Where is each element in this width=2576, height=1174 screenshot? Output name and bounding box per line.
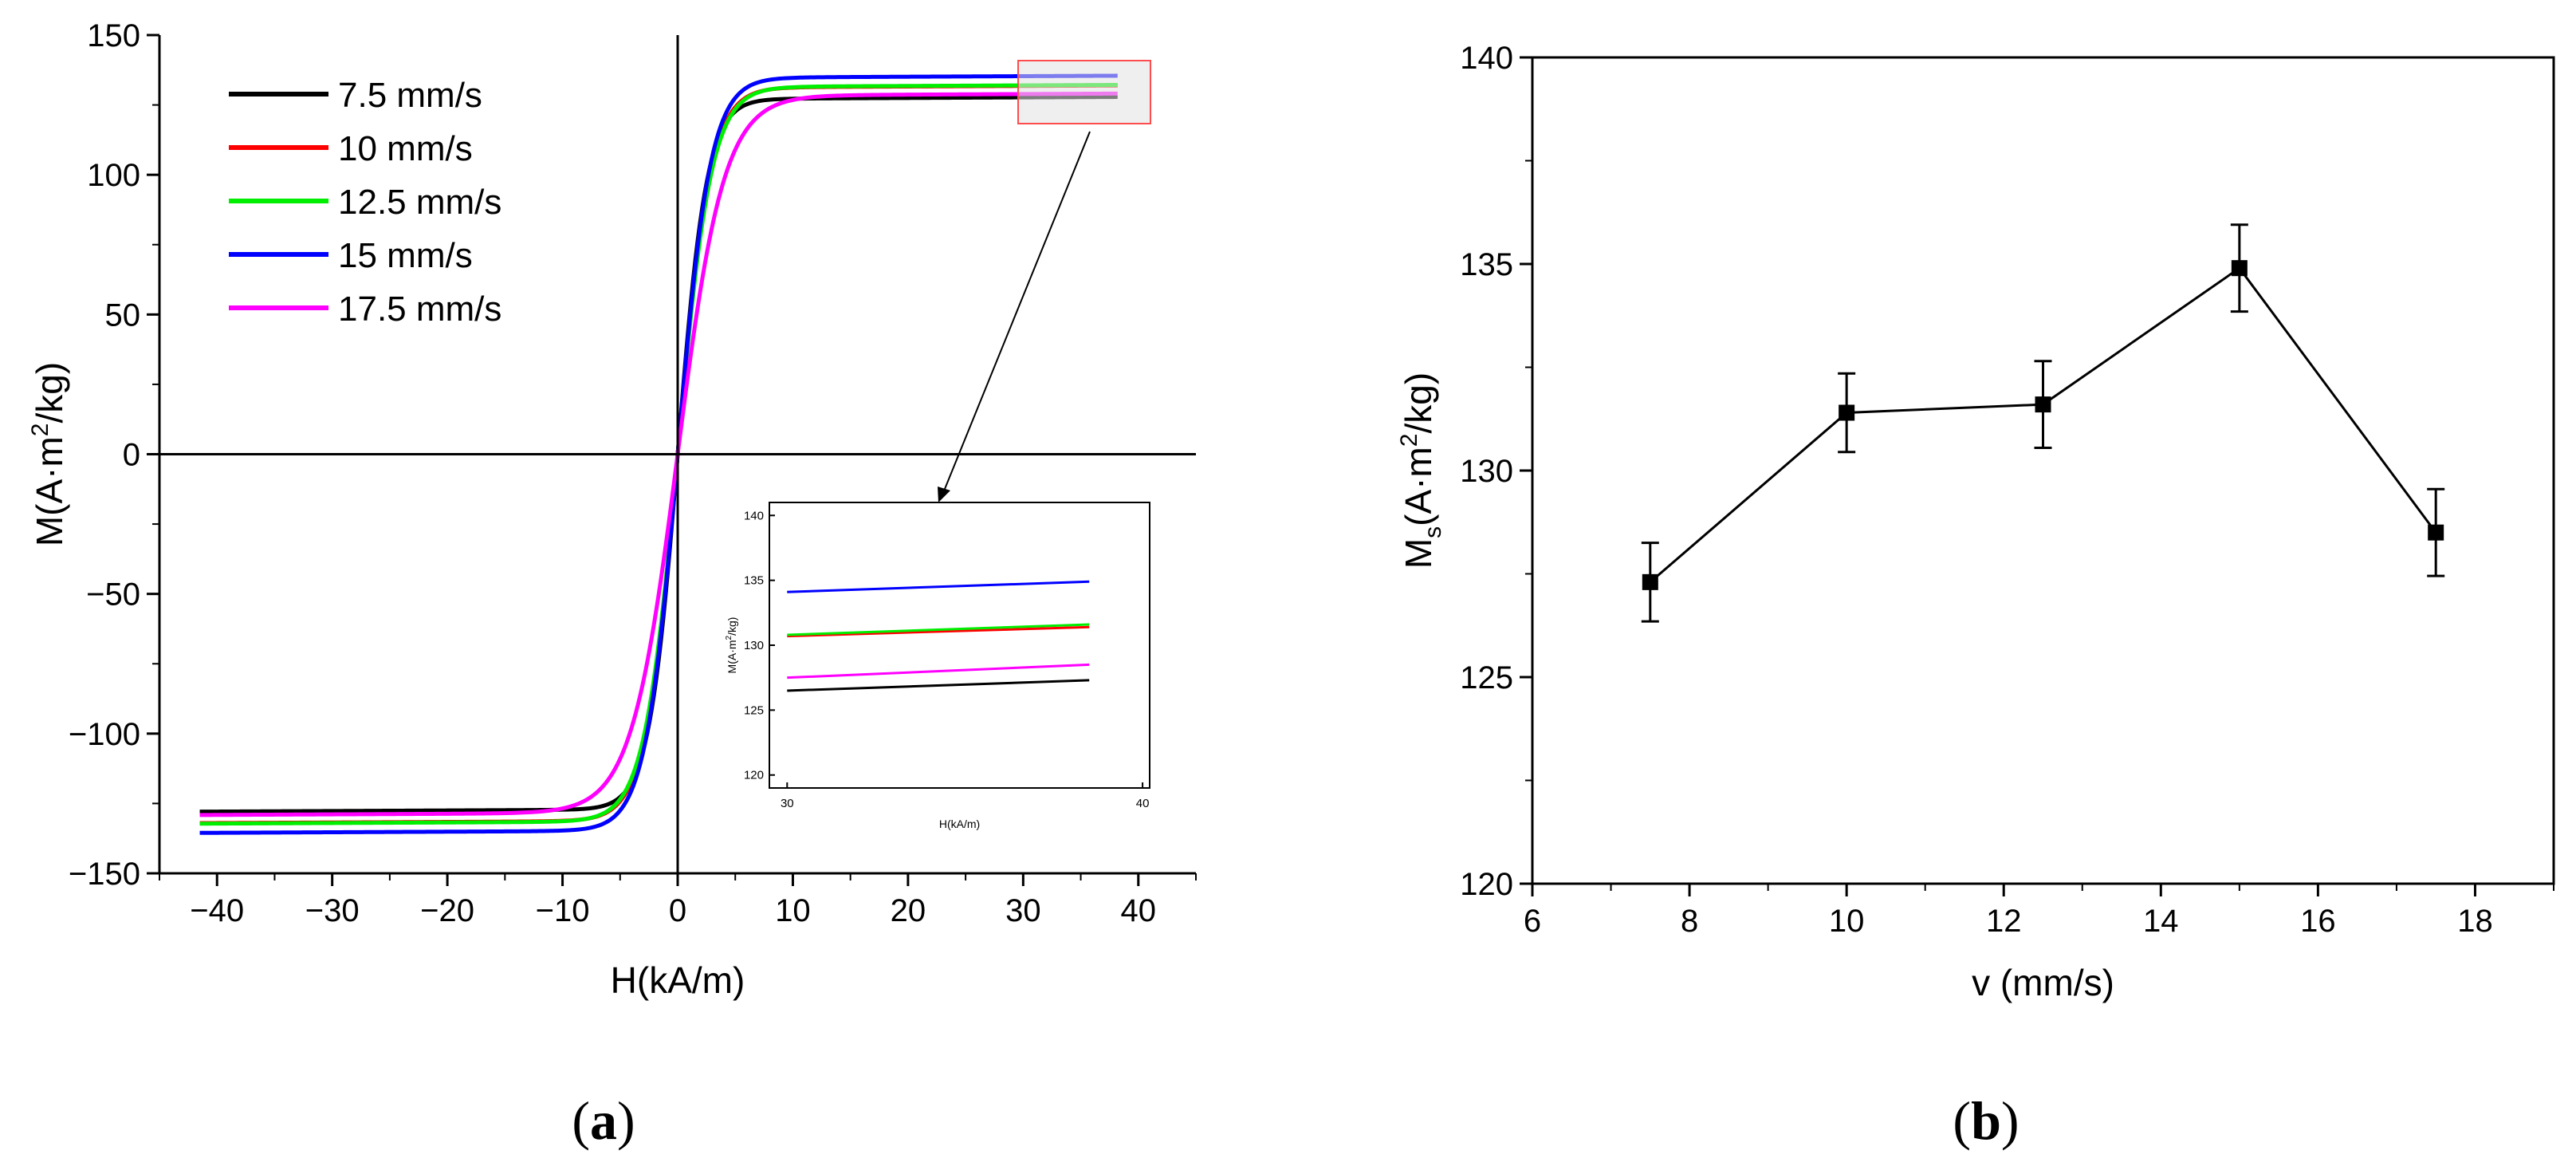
panel-b-x-axis-title: v (mm/s)	[1972, 962, 2114, 1003]
inset-y-title-sup: 2	[725, 635, 733, 640]
series-line-15-mm-smm-s	[199, 73, 1118, 835]
legend-label: 10 mm/s	[338, 129, 473, 168]
panel-b-ticks: 6 8 10 12 14 16 18 120 125 130 135 140	[1460, 41, 2554, 939]
panel-a-y-tick-label: −50	[86, 577, 140, 613]
inset-series-line	[787, 625, 1090, 638]
panel-b-y-tick-label: 140	[1460, 41, 1513, 76]
panel-b-x-tick-label: 18	[2457, 904, 2493, 939]
panel-a-ticks: −40 −30 −20 −10 0 10 20 30 40−150−100−5005010015…	[69, 18, 1197, 928]
panel-a-series-group	[199, 73, 1118, 835]
panel-a-x-axis-title: H(kA/m)	[611, 959, 745, 1001]
panel-b-axes	[1531, 56, 2555, 885]
legend: 7.5 mm/s 10 mm/s 12.5 mm/s 15 mm/s 17.5 mm/s	[229, 76, 501, 329]
inset-x-axis-title: H(kA/m)	[939, 817, 980, 830]
panel-a-x-tick-label: 0	[669, 893, 686, 928]
data-point-marker	[2231, 260, 2248, 277]
panel-a-y-axis-title: M(A·m2/kg)	[27, 362, 70, 546]
panel-b-x-tick-label: 12	[1986, 904, 2022, 939]
inset-y-tick-label: 120	[744, 769, 764, 782]
inset-y-tick-label: 135	[744, 574, 764, 588]
inset-y-title-main: M(A·m	[726, 640, 738, 673]
zoom-arrow-head	[938, 487, 950, 502]
inset-series-line	[787, 663, 1090, 680]
panel-a-x-tick-label: 40	[1121, 893, 1157, 928]
data-point-marker	[2035, 396, 2051, 413]
panel-a-x-tick-label: −30	[305, 893, 360, 928]
panel-b-y-tick-label: 125	[1460, 660, 1513, 695]
inset-y-title-tail: /kg)	[726, 617, 738, 636]
panel-a-x-tick-label: −40	[190, 893, 244, 928]
inset-x-tick-label: 40	[1136, 797, 1150, 810]
data-point-marker	[1642, 573, 1658, 590]
series-line-17-5-mm-smm-s	[199, 91, 1118, 817]
panel-a-y-tick-label: 50	[105, 297, 141, 333]
inset-y-axis-title: M(A·m2/kg)	[725, 617, 738, 674]
inset-y-tick-label: 140	[744, 509, 764, 522]
zoom-arrow-line	[942, 131, 1091, 494]
legend-label: 12.5 mm/s	[338, 183, 501, 222]
panel-b-x-tick-label: 6	[1524, 904, 1541, 939]
panel-a-y-tick-label: 0	[123, 438, 140, 473]
inset-y-tick-label: 125	[744, 703, 764, 717]
panel-b-y-tick-label: 130	[1460, 454, 1513, 489]
panel-b-x-tick-label: 16	[2300, 904, 2336, 939]
zoom-region-group	[938, 60, 1151, 502]
panel-a-x-tick-label: 10	[775, 893, 811, 928]
legend-label: 15 mm/s	[338, 236, 473, 275]
panel-a-y-tick-label: −100	[69, 717, 140, 752]
inset-y-tick-label: 130	[744, 639, 764, 652]
inset-chart: 120 125 130 135 140 30 40 H(kA/m) M(A·m2/kg)	[725, 502, 1150, 830]
panel-label-b: (b)	[1953, 1090, 2019, 1151]
zoom-region-box	[1017, 60, 1151, 124]
panel-label-a: (a)	[572, 1090, 635, 1151]
inset-series-line	[787, 580, 1090, 593]
panel-b-y-axis-title: Ms(A·m2/kg)	[1396, 372, 1446, 569]
panel-b-plot-frame	[1531, 56, 2555, 885]
panel-a-y-tick-label: 150	[87, 18, 140, 53]
panel-b-y-tick-label: 135	[1460, 247, 1513, 282]
legend-label: 7.5 mm/s	[338, 76, 482, 115]
panel-b-x-tick-label: 8	[1681, 904, 1698, 939]
panel-a-x-tick-label: −10	[536, 893, 590, 928]
data-point-marker	[1839, 404, 1855, 421]
inset-x-tick-label: 30	[781, 797, 794, 810]
panel-a-chart: −40 −30 −20 −10 0 10 20 30 40−150−100−5005010015…	[27, 18, 1197, 1001]
panel-a-y-tick-label: 100	[87, 158, 140, 193]
panel-b-x-tick-label: 14	[2143, 904, 2179, 939]
inset-frame	[769, 502, 1150, 789]
panel-a-x-tick-label: 20	[891, 893, 926, 928]
inset-series-line	[787, 679, 1090, 692]
panel-a-y-tick-label: −150	[69, 857, 140, 892]
data-point-marker	[2428, 524, 2444, 541]
panel-a-x-tick-label: −20	[420, 893, 474, 928]
panel-b-chart: 6 8 10 12 14 16 18 120 125 130 135 140 v (mm/s) Ms(…	[1396, 41, 2555, 1003]
panel-b-series-group	[1641, 223, 2445, 623]
inset-series-line	[787, 623, 1090, 636]
legend-label: 17.5 mm/s	[338, 290, 501, 329]
panel-b-x-tick-label: 10	[1829, 904, 1865, 939]
panel-b-y-tick-label: 120	[1460, 867, 1513, 902]
panel-a-x-tick-label: 30	[1005, 893, 1041, 928]
